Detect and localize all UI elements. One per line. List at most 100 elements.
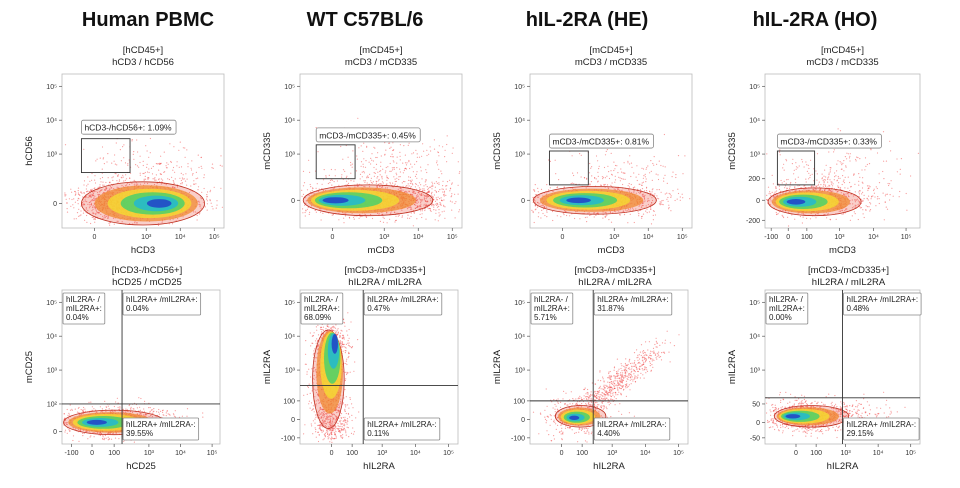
top-plot-1-event-dot bbox=[172, 166, 175, 169]
top-plot-3-event-dot bbox=[652, 162, 654, 165]
top-plot-2-event-dot bbox=[411, 183, 413, 185]
top-plot-2-event-dot bbox=[399, 159, 401, 161]
top-plot-1-event-dot bbox=[183, 178, 185, 180]
top-plot-1-event-dot bbox=[180, 166, 183, 168]
top-plot-2-event-dot bbox=[439, 203, 441, 205]
top-plot-1-event-dot bbox=[103, 184, 105, 186]
top-plot-2-event-dot bbox=[416, 156, 418, 158]
top-plot-2-event-dot bbox=[404, 162, 407, 164]
top-plot-2-event-dot bbox=[440, 170, 442, 172]
top-plot-2-event-dot bbox=[391, 167, 393, 169]
top-plot-2-event-dot bbox=[435, 209, 437, 211]
top-plot-2-event-dot bbox=[386, 177, 389, 179]
top-plot-3-event-dot bbox=[657, 178, 660, 181]
top-plot-2-event-dot bbox=[427, 191, 429, 193]
top-plot-2-event-dot bbox=[396, 177, 398, 179]
top-plot-1-event-dot bbox=[185, 173, 187, 175]
top-plot-4-event-dot bbox=[812, 186, 814, 188]
top-plot-3-event-dot bbox=[549, 160, 552, 162]
top-plot-3-event-dot bbox=[579, 153, 581, 155]
top-plot-1-event-dot bbox=[70, 205, 72, 207]
top-plot-3-event-dot bbox=[629, 163, 631, 165]
top-plot-1-event-dot bbox=[206, 195, 208, 198]
top-plot-1-event-dot bbox=[115, 142, 117, 144]
top-plot-2-event-dot bbox=[304, 211, 306, 214]
top-plot-1-event-dot bbox=[195, 178, 197, 180]
top-plot-2-event-dot bbox=[431, 191, 433, 193]
top-plot-1-event-dot bbox=[148, 156, 150, 158]
top-plot-1-event-dot bbox=[167, 178, 169, 180]
top-plot-4-event-dot bbox=[778, 185, 781, 187]
top-plot-3-event-dot bbox=[579, 218, 581, 220]
top-plot-2-event-dot bbox=[451, 193, 453, 195]
top-plot-2-event-dot bbox=[364, 166, 367, 168]
top-plot-1-event-dot bbox=[85, 188, 87, 190]
top-plot-1-event-dot bbox=[194, 211, 196, 213]
top-plot-2-event-dot bbox=[418, 182, 421, 184]
top-plot-2-event-dot bbox=[360, 145, 362, 147]
top-plot-2-event-dot bbox=[406, 162, 408, 164]
top-plot-2-header-gate: [mCD45+] bbox=[359, 45, 402, 56]
top-plot-2-event-dot bbox=[341, 174, 343, 176]
top-plot-1-event-dot bbox=[150, 167, 153, 169]
top-plot-2-event-dot bbox=[398, 214, 400, 216]
top-plot-4-event-dot bbox=[873, 189, 875, 192]
top-plot-1-event-dot bbox=[211, 163, 214, 165]
top-plot-1-event-dot bbox=[64, 194, 66, 196]
top-plot-2-event-dot bbox=[343, 217, 345, 219]
top-plot-2-event-dot bbox=[439, 202, 441, 204]
top-plot-1-event-dot bbox=[94, 221, 96, 223]
top-plot-2-event-dot bbox=[437, 203, 439, 205]
top-plot-1-event-dot bbox=[109, 181, 111, 183]
top-plot-2-event-dot bbox=[430, 210, 432, 212]
top-plot-2-event-dot bbox=[454, 217, 456, 219]
top-plot-3-event-dot bbox=[620, 168, 622, 170]
top-plot-2-y-axis-label: mCD335 bbox=[262, 132, 273, 170]
top-plot-3-event-dot bbox=[645, 210, 647, 212]
top-plot-2-event-dot bbox=[365, 216, 368, 218]
top-plot-1-event-dot bbox=[216, 200, 218, 202]
top-plot-2-event-dot bbox=[426, 149, 428, 151]
top-plot-4-event-dot bbox=[889, 199, 891, 201]
top-plot-1-event-dot bbox=[174, 171, 176, 173]
top-plot-2-event-dot bbox=[434, 182, 436, 184]
top-plot-1-event-dot bbox=[72, 204, 74, 206]
top-plot-3-event-dot bbox=[647, 165, 649, 167]
top-plot-2-event-dot bbox=[401, 216, 403, 218]
top-plot-3-event-dot bbox=[667, 196, 669, 199]
top-plot-3-event-dot bbox=[563, 214, 565, 216]
top-plot-2-event-dot bbox=[361, 176, 363, 178]
top-plot-2-event-dot bbox=[410, 163, 412, 165]
top-plot-1-event-dot bbox=[76, 212, 79, 214]
top-plot-4-event-dot bbox=[854, 191, 856, 193]
top-plot-2-event-dot bbox=[395, 180, 397, 182]
top-plot-2-event-dot bbox=[380, 170, 382, 172]
top-plot-3-x-tick-label: 10⁴ bbox=[643, 234, 654, 241]
top-plot-4-event-dot bbox=[862, 200, 864, 202]
top-plot-2-event-dot bbox=[443, 204, 445, 206]
top-plot-2-event-dot bbox=[389, 170, 391, 172]
top-plot-2-event-dot bbox=[371, 182, 373, 184]
top-plot-3-event-dot bbox=[660, 191, 662, 193]
top-plot-2-event-dot bbox=[302, 193, 305, 195]
top-plot-4-event-dot bbox=[816, 179, 818, 181]
top-plot-2-event-dot bbox=[415, 173, 417, 175]
top-plot-3-event-dot bbox=[655, 173, 657, 175]
top-plot-2-event-dot bbox=[405, 168, 408, 170]
top-plot-1-event-dot bbox=[171, 176, 173, 178]
top-plot-4-event-dot bbox=[843, 213, 845, 215]
top-plot-1-y-tick-label: 0 bbox=[53, 201, 57, 208]
top-plot-1-event-dot bbox=[172, 169, 174, 171]
top-plot-2-event-dot bbox=[389, 183, 391, 185]
top-plot-4-event-dot bbox=[868, 206, 870, 208]
top-plot-1-event-dot bbox=[221, 206, 223, 208]
top-plot-1-event-dot bbox=[209, 189, 212, 191]
top-plot-2-event-dot bbox=[425, 179, 427, 181]
top-plot-4-event-dot bbox=[775, 186, 777, 188]
top-plot-1-event-dot bbox=[82, 212, 85, 214]
top-plot-1-event-dot bbox=[84, 219, 86, 221]
top-plot-1-event-dot bbox=[147, 178, 149, 180]
top-plot-3-event-dot bbox=[672, 190, 674, 192]
top-plot-2-event-dot bbox=[360, 165, 362, 167]
top-plot-3-event-dot bbox=[595, 178, 597, 180]
